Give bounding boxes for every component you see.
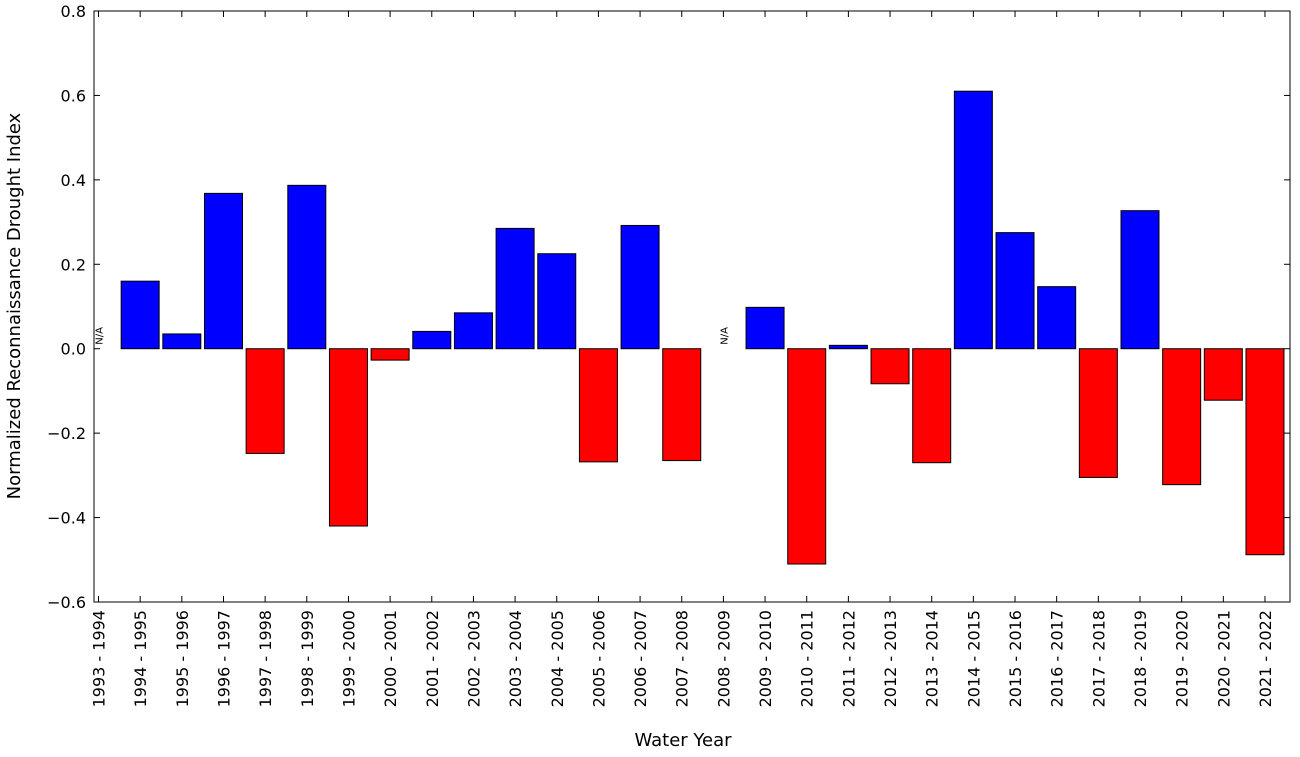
x-axis-label: Water Year [634,730,732,751]
x-tick-label: 1997 - 1998 [256,610,275,707]
x-tick-label: 2017 - 2018 [1089,610,1108,707]
x-tick-label: 1996 - 1997 [214,610,233,707]
x-tick-label: 2014 - 2015 [964,610,983,707]
bar [1162,348,1202,486]
bar [953,90,993,350]
x-tick-label: 2003 - 2004 [506,610,525,707]
value-label: N/A [95,327,106,345]
bar [745,306,785,350]
bar [1078,348,1118,478]
bar [578,348,618,463]
x-tick-label: 2007 - 2008 [673,610,692,707]
x-tick-label: 2010 - 2011 [798,610,817,707]
x-tick-label: 2000 - 2001 [381,610,400,707]
x-tick-label: 2001 - 2002 [423,610,442,707]
x-tick-label: 2012 - 2013 [881,610,900,707]
bar [1037,286,1077,350]
bar [662,348,702,462]
y-tick-label: 0.4 [61,171,86,190]
x-tick-label: 1994 - 1995 [131,610,150,707]
bar [828,344,868,350]
x-tick-label: 2019 - 2020 [1173,610,1192,707]
bar [203,192,243,350]
value-label: N/A [719,327,730,345]
bar [370,348,410,361]
x-tick-label: 2002 - 2003 [464,610,483,707]
bar [287,184,327,350]
bar [620,224,660,350]
bar [787,348,827,565]
plot-frame [93,10,1291,603]
x-tick-label: 1999 - 2000 [339,610,358,707]
bar [412,330,452,350]
x-tick-label: 2006 - 2007 [631,610,650,707]
y-axis-label: Normalized Reconnaissance Drought Index [4,112,25,499]
bar [1203,348,1243,401]
x-tick-label: 2015 - 2016 [1006,610,1025,707]
x-tick-label: 1995 - 1996 [173,610,192,707]
bar [162,333,202,350]
x-tick-label: 2020 - 2021 [1214,610,1233,707]
y-tick-label: 0.6 [61,86,86,105]
bar [328,348,368,527]
x-tick-label: 2004 - 2005 [548,610,567,707]
y-tick-label: 0.2 [61,255,86,274]
x-tick-label: 2005 - 2006 [589,610,608,707]
x-tick-label: 2009 - 2010 [756,610,775,707]
bar [453,312,493,350]
y-tick-label: −0.4 [47,509,86,528]
x-tick-label: 2008 - 2009 [714,610,733,707]
y-tick-label: 0.0 [61,340,86,359]
y-tick-label: 0.8 [61,2,86,21]
x-tick-label: 2011 - 2012 [839,610,858,707]
bar [870,348,910,385]
x-tick-label: 2016 - 2017 [1048,610,1067,707]
bar [995,232,1035,350]
bar [1245,348,1285,556]
x-tick-label: 1993 - 1994 [90,610,109,707]
bar [245,348,285,454]
bar [912,348,952,464]
bar [495,227,535,350]
bar [1120,210,1160,350]
x-tick-label: 2013 - 2014 [923,610,942,707]
x-tick-label: 2021 - 2022 [1256,610,1275,707]
y-tick-label: −0.6 [47,593,86,612]
x-tick-label: 1998 - 1999 [298,610,317,707]
y-tick-label: −0.2 [47,424,86,443]
bar [537,253,577,350]
x-tick-label: 2018 - 2019 [1131,610,1150,707]
bar [120,280,160,350]
